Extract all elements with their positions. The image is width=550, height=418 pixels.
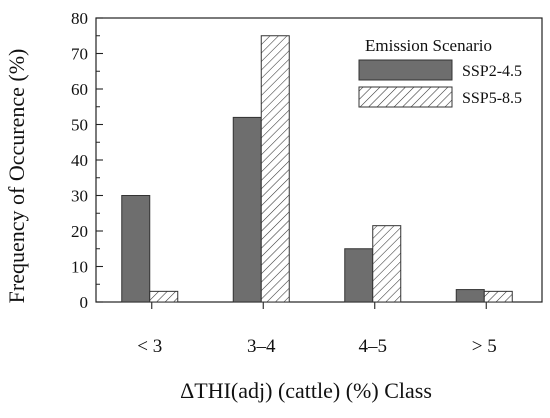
- y-tick-label: 20: [71, 222, 88, 241]
- y-tick-label: 30: [71, 187, 88, 206]
- bar-ssp2-4.5-2: [344, 248, 374, 303]
- legend-label-0: SSP2-4.5: [462, 63, 522, 80]
- legend-swatch-1: [358, 86, 453, 108]
- y-tick-label: 60: [71, 80, 88, 99]
- bar-ssp2-4.5-1: [232, 116, 262, 303]
- bar-ssp5-8.5-1: [260, 35, 290, 303]
- bar-ssp5-8.5-3: [483, 290, 513, 303]
- y-tick-label: 50: [71, 116, 88, 135]
- legend: Emission Scenario SSP2-4.5 SSP5-8.5: [358, 36, 522, 108]
- plot-frame: [95, 17, 543, 303]
- y-tick-label: 80: [71, 9, 88, 28]
- y-axis: 0 10 20 30 40 50 60 70 80: [71, 9, 103, 312]
- y-tick-label: 70: [71, 45, 88, 64]
- y-tick-label: 40: [71, 151, 88, 170]
- x-tick-label: 3–4: [247, 336, 276, 357]
- x-tick-label: 4–5: [359, 336, 388, 357]
- legend-swatch-0: [358, 59, 453, 81]
- y-tick-label: 10: [71, 258, 88, 277]
- bars-group: [121, 35, 513, 303]
- plot-border: [95, 17, 543, 303]
- y-axis-label: Frequency of Occurence (%): [4, 49, 29, 304]
- bar-ssp2-4.5-3: [455, 289, 485, 303]
- x-tick-label: > 5: [472, 336, 497, 357]
- legend-label-1: SSP5-8.5: [462, 90, 522, 107]
- bar-ssp5-8.5-0: [149, 290, 179, 303]
- x-axis-label: ΔTHI(adj) (cattle) (%) Class: [180, 378, 432, 403]
- x-tick-label: < 3: [137, 336, 162, 357]
- bar-ssp2-4.5-0: [121, 195, 151, 303]
- x-axis: < 3 3–4 4–5 > 5: [137, 302, 497, 357]
- legend-title: Emission Scenario: [365, 36, 492, 55]
- bar-ssp5-8.5-2: [372, 225, 402, 303]
- y-tick-label: 0: [80, 293, 89, 312]
